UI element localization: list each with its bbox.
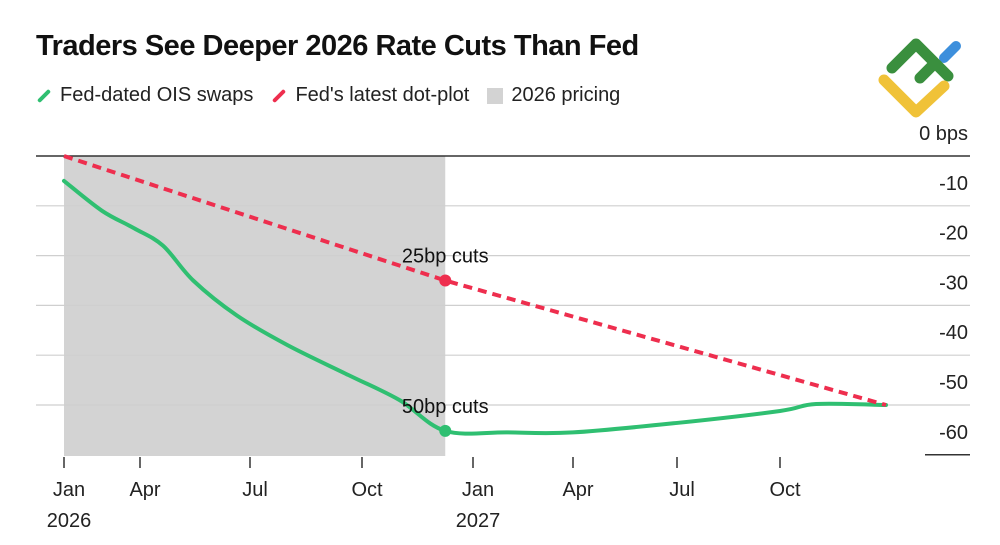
y-tick-label: 0 bps	[919, 123, 968, 145]
x-tick-label: Jan	[462, 479, 494, 501]
legend-item-2026-pricing: 2026 pricing	[487, 84, 620, 107]
annotation-marker	[439, 424, 452, 437]
x-tick-label: Oct	[351, 479, 383, 501]
y-tick-label: -40	[939, 322, 968, 344]
legend-swatch-2026-pricing	[487, 87, 504, 104]
y-tick-label: -60	[939, 422, 968, 444]
x-tick-label: Jul	[242, 479, 268, 501]
x-tick-label: Jan	[53, 479, 85, 501]
legend-label-ois: Fed-dated OIS swaps	[60, 84, 254, 106]
x-tick-label: Apr	[562, 479, 593, 501]
legend-item-ois: Fed-dated OIS swaps	[36, 84, 253, 107]
logo	[878, 38, 961, 118]
logo-green-stroke-inner	[914, 58, 940, 84]
y-tick-label: -50	[939, 372, 968, 394]
x-tick-year-label: 2027	[456, 510, 501, 532]
chart-title: Traders See Deeper 2026 Rate Cuts Than F…	[36, 30, 639, 62]
y-tick-label: -30	[939, 272, 968, 294]
legend-item-dot-plot: Fed's latest dot-plot	[271, 84, 469, 107]
logo-yellow-stroke	[878, 74, 950, 118]
legend: Fed-dated OIS swaps Fed's latest dot-plo…	[36, 84, 620, 107]
series-line-dot-plot	[63, 154, 887, 407]
annotation-label: 50bp cuts	[402, 396, 489, 418]
x-tick-year-label: 2026	[47, 510, 92, 532]
logo-blue-stroke	[939, 41, 961, 63]
annotation-marker	[439, 274, 452, 287]
annotation-label: 25bp cuts	[402, 246, 489, 268]
x-tick-label: Jul	[669, 479, 695, 501]
y-tick-label: -20	[939, 223, 968, 245]
series-line-ois	[62, 178, 888, 436]
legend-label-2026-pricing: 2026 pricing	[511, 84, 621, 106]
x-tick-label: Oct	[769, 479, 801, 501]
x-tick-label: Apr	[129, 479, 160, 501]
legend-label-dot-plot: Fed's latest dot-plot	[295, 84, 470, 106]
y-tick-label: -10	[939, 173, 968, 195]
